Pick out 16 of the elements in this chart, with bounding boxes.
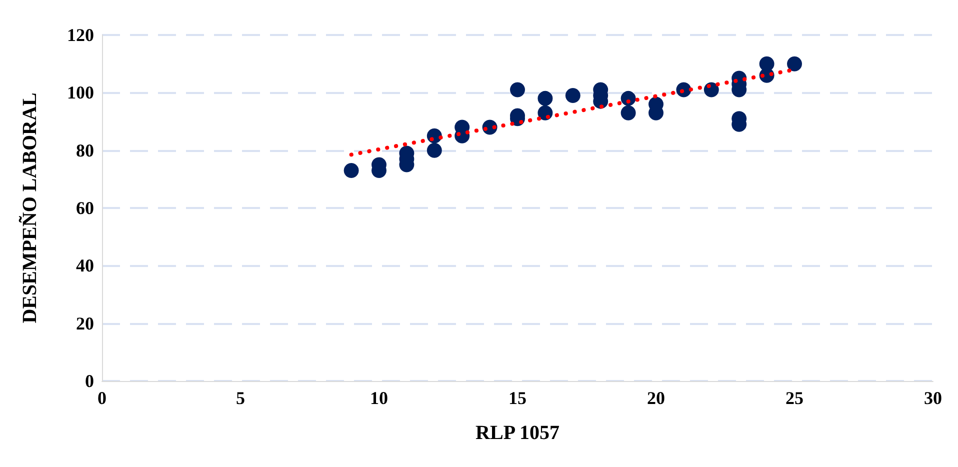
x-tick-label: 5	[236, 388, 245, 408]
x-axis-title: RLP 1057	[476, 422, 560, 444]
y-tick-label: 20	[76, 313, 94, 334]
x-tick-label: 10	[370, 388, 388, 408]
x-tick-label: 15	[508, 388, 526, 408]
y-tick-label: 100	[67, 82, 94, 103]
y-tick-label: 80	[76, 140, 94, 160]
x-tick-label: 25	[786, 388, 804, 408]
y-tick-label: 60	[76, 198, 94, 218]
y-axis-title: DESEMPEÑO LABORAL	[18, 92, 41, 324]
x-tick-label: 0	[98, 388, 106, 408]
y-tick-label: 120	[67, 25, 94, 45]
x-tick-label: 20	[647, 388, 665, 408]
y-tick-label: 40	[76, 256, 94, 276]
x-tick-label: 30	[924, 388, 942, 408]
y-tick-label: 0	[85, 371, 94, 391]
